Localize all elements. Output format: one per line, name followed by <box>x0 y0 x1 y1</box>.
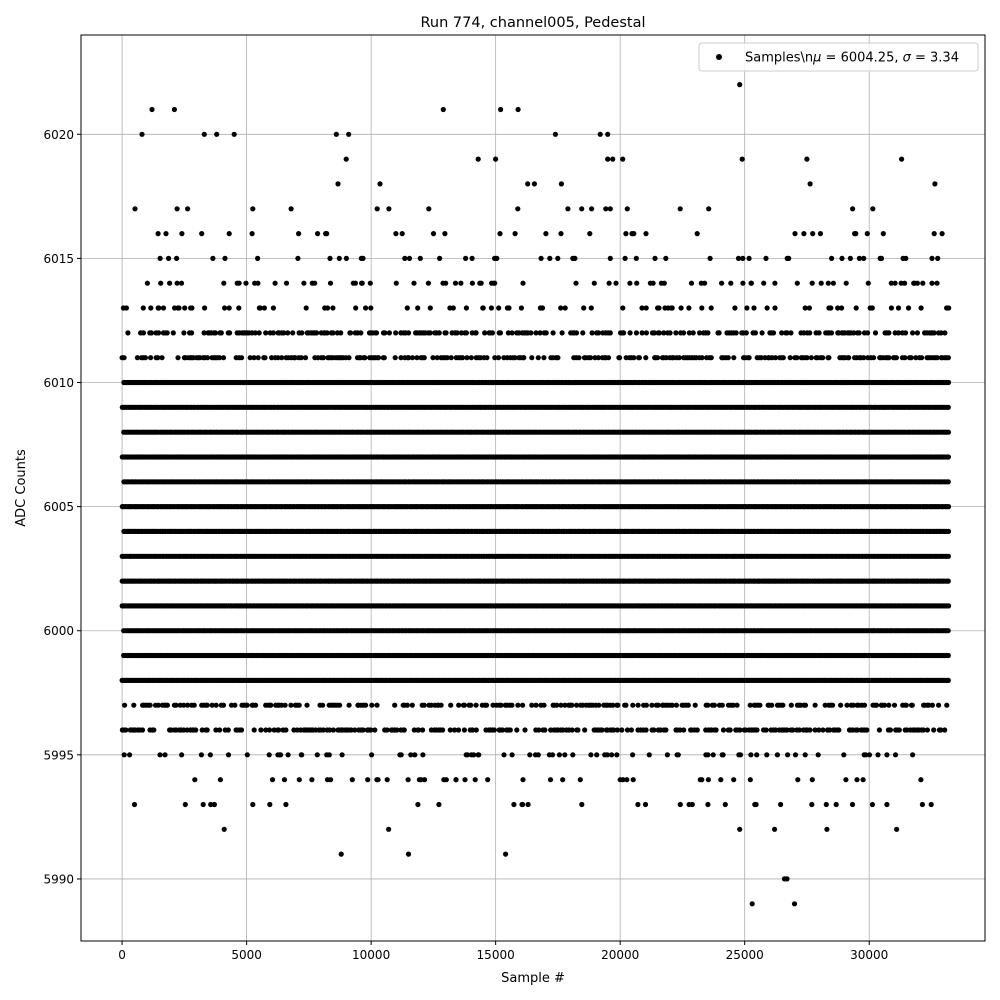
sample-point <box>945 652 951 659</box>
sample-points <box>119 82 952 907</box>
sample-point <box>945 578 951 584</box>
sample-point <box>945 677 951 684</box>
sample-point <box>945 528 952 535</box>
sample-point <box>945 628 951 634</box>
sample-point <box>946 603 952 609</box>
sample-point <box>945 553 952 559</box>
sample-point <box>945 454 952 460</box>
sample-point <box>945 479 951 485</box>
sample-point <box>945 504 952 510</box>
